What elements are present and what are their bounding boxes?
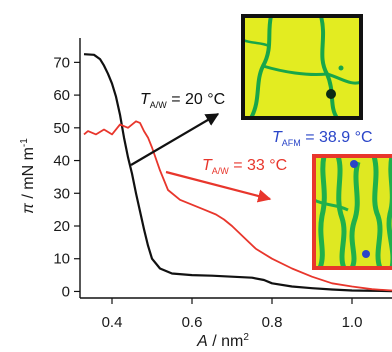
annotation-tafm-symbol: T [272, 129, 283, 146]
stripe-domain [314, 198, 349, 212]
domain-boundary [319, 16, 339, 118]
domain-boundary [326, 72, 361, 85]
annotation-tafm: TAFM = 38.9 °C [272, 129, 373, 148]
afm-inset-black [241, 14, 363, 120]
isotherm-line-red [83, 120, 392, 292]
y-tick-label: 30 [53, 185, 70, 202]
axes [79, 38, 392, 299]
defect-dot [326, 89, 336, 99]
y-tick-label: 0 [62, 283, 70, 300]
defect-dot [350, 160, 358, 168]
arrow-black [130, 113, 220, 166]
x-axis-label-symbol: A [196, 333, 208, 350]
x-tick-label: 1.0 [342, 314, 363, 331]
afm-inset-red [312, 154, 392, 270]
x-tick-label: 0.8 [262, 314, 283, 331]
stripe-domain [349, 161, 361, 268]
domain-boundary [262, 64, 328, 76]
annotation-taw-33-value: = 33 °C [229, 157, 287, 174]
defect-dot [362, 250, 370, 258]
y-tick-label: 50 [53, 120, 70, 137]
annotation-taw-20-value: = 20 °C [167, 91, 225, 108]
x-tick-label: 0.4 [102, 314, 123, 331]
annotation-taw-20: TA/W = 20 °C [140, 91, 225, 110]
stripe-domain [317, 156, 327, 268]
x-axis-ticks: 0.4 0.6 0.8 1.0 [102, 298, 363, 331]
x-tick-label: 0.6 [182, 314, 203, 331]
y-tick-label: 60 [53, 87, 70, 104]
x-axis-label: A / nm2 [196, 332, 249, 350]
annotation-taw-33-subscript: A/W [212, 166, 230, 176]
annotation-taw-33: TA/W = 33 °C [202, 157, 287, 176]
y-tick-label: 70 [53, 54, 70, 71]
stripe-domain [371, 156, 383, 268]
arrow-red [165, 170, 272, 203]
annotation-taw-33-symbol: T [202, 157, 213, 174]
defect-dot [338, 65, 344, 71]
afm-inset-red-frame [312, 154, 392, 270]
y-axis-label: π / mN m-1 [19, 138, 37, 214]
annotation-tafm-value: = 38.9 °C [301, 129, 373, 146]
afm-inset-black-frame [241, 14, 363, 120]
annotation-tafm-subscript: AFM [282, 138, 301, 148]
y-axis-label-symbol: π [20, 203, 37, 214]
x-axis-label-sup: 2 [243, 332, 249, 343]
domain-boundary [243, 38, 270, 48]
annotation-taw-20-subscript: A/W [150, 100, 168, 110]
y-tick-label: 20 [53, 218, 70, 235]
annotation-taw-20-symbol: T [140, 91, 151, 108]
series-layer [83, 53, 392, 293]
y-axis-label-unit: / mN m [20, 147, 37, 203]
y-axis-ticks: 0 10 20 30 40 50 60 70 [53, 54, 80, 300]
stripe-domain [386, 156, 392, 268]
stripe-domain [335, 156, 347, 268]
y-tick-label: 10 [53, 251, 70, 268]
isotherm-line-black [83, 53, 392, 293]
x-axis-label-unit: / nm [208, 333, 244, 350]
y-tick-label: 40 [53, 153, 70, 170]
y-axis-label-sup: -1 [19, 138, 30, 147]
